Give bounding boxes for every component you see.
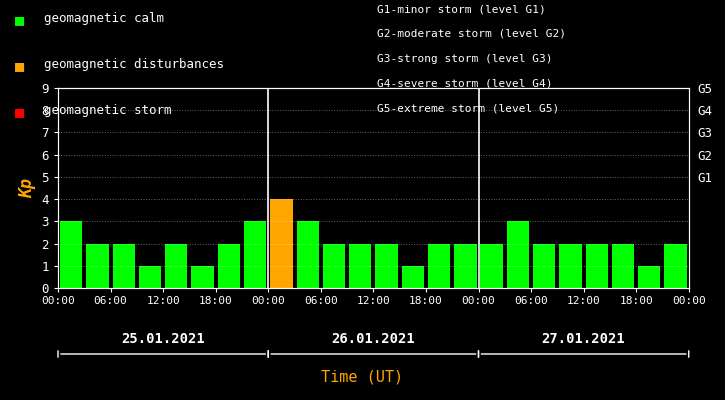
Bar [191, 266, 214, 288]
Bar [270, 199, 293, 288]
Bar [138, 266, 161, 288]
Bar [638, 266, 660, 288]
Bar [428, 244, 450, 288]
Bar [60, 221, 83, 288]
Y-axis label: Kp: Kp [18, 178, 36, 198]
Text: geomagnetic storm: geomagnetic storm [44, 104, 171, 117]
Text: ■: ■ [14, 12, 24, 27]
Bar [533, 244, 555, 288]
Text: G5-extreme storm (level G5): G5-extreme storm (level G5) [377, 103, 559, 113]
Text: G1-minor storm (level G1): G1-minor storm (level G1) [377, 4, 546, 14]
Text: ■: ■ [14, 104, 24, 119]
Text: 27.01.2021: 27.01.2021 [542, 332, 626, 346]
Text: 26.01.2021: 26.01.2021 [331, 332, 415, 346]
Bar [664, 244, 687, 288]
Bar [244, 221, 266, 288]
Bar [112, 244, 135, 288]
Bar [297, 221, 319, 288]
Bar [165, 244, 188, 288]
Bar [323, 244, 345, 288]
Text: geomagnetic calm: geomagnetic calm [44, 12, 164, 25]
Bar [349, 244, 371, 288]
Bar [507, 221, 529, 288]
Bar [454, 244, 476, 288]
Text: ■: ■ [14, 58, 24, 73]
Bar [612, 244, 634, 288]
Text: G4-severe storm (level G4): G4-severe storm (level G4) [377, 78, 552, 88]
Bar [586, 244, 608, 288]
Bar [402, 266, 424, 288]
Text: 25.01.2021: 25.01.2021 [121, 332, 205, 346]
Bar [481, 244, 503, 288]
Bar [376, 244, 398, 288]
Text: Time (UT): Time (UT) [321, 369, 404, 384]
Bar [559, 244, 581, 288]
Bar [218, 244, 240, 288]
Bar [86, 244, 109, 288]
Text: G2-moderate storm (level G2): G2-moderate storm (level G2) [377, 29, 566, 39]
Text: G3-strong storm (level G3): G3-strong storm (level G3) [377, 54, 552, 64]
Text: geomagnetic disturbances: geomagnetic disturbances [44, 58, 223, 71]
